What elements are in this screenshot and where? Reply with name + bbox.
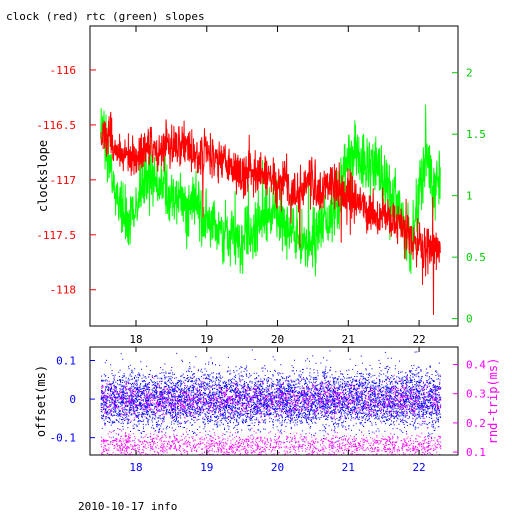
slopes-y-tick-label: -116.5: [36, 119, 76, 132]
offset-y-tick-label: -0.1: [50, 432, 77, 445]
slopes-series-layer: [100, 104, 441, 316]
slopes-x-tick-label: 20: [271, 333, 284, 346]
offset-x-ticks: 18 19 20 21 22: [129, 347, 426, 474]
offset-y-tick-label: 0.1: [56, 355, 76, 368]
slopes-panel: 18 19 20 21 22 -116 -116.5 -117 -117.5 -118 2 1.5…: [36, 25, 486, 346]
slopes-y2-tick-label: 0: [466, 313, 473, 326]
slopes-x-tick-label: 18: [129, 333, 142, 346]
rnd-trip-y2-tick-label: 0.1: [466, 446, 486, 459]
chart-title: clock (red) rtc (green) slopes: [6, 10, 205, 23]
slopes-plot-frame: [89, 25, 459, 327]
offset-x-tick-label: 20: [271, 461, 284, 474]
offset-panel: 18 19 20 21 22 0.1 0 -0.1 0.4 0.3 0.2 0.1 offset(…: [34, 346, 500, 474]
slopes-y2-tick-label: 2: [466, 67, 473, 80]
slopes-y-axis-label: clockslope: [36, 140, 50, 212]
clock-series-line: [100, 111, 441, 316]
footer-info: 2010-10-17 info: [78, 500, 177, 512]
offset-plot-frame: [89, 346, 459, 456]
slopes-x-tick-label: 19: [200, 333, 213, 346]
slopes-y-tick-label: -117.5: [36, 229, 76, 242]
rnd-trip-scatter-points: [100, 374, 442, 455]
offset-series-layer: [100, 349, 442, 455]
slopes-x-ticks: 18 19 20 21 22: [129, 26, 426, 346]
slopes-y-tick-label: -117: [50, 174, 77, 187]
slopes-y2-tick-label: 0.5: [466, 251, 486, 264]
rtc-series-line: [100, 104, 441, 277]
offset-x-tick-label: 18: [129, 461, 142, 474]
rnd-trip-y-axis-label: rnd-trip(ms): [486, 358, 500, 445]
slopes-y2-tick-label: 1.5: [466, 128, 486, 141]
slopes-y-ticks: -116 -116.5 -117 -117.5 -118: [36, 64, 96, 297]
slopes-y2-tick-label: 1: [466, 190, 473, 203]
rnd-trip-y2-tick-label: 0.2: [466, 417, 486, 430]
slopes-x-tick-label: 21: [342, 333, 355, 346]
slopes-y2-ticks: 2 1.5 1 0.5 0: [452, 67, 486, 326]
offset-x-tick-label: 21: [342, 461, 355, 474]
offset-y-axis-label: offset(ms): [34, 365, 48, 437]
offset-y-ticks: 0.1 0 -0.1: [50, 355, 95, 445]
slopes-x-tick-label: 22: [412, 333, 425, 346]
offset-y-tick-label: 0: [69, 393, 76, 406]
rnd-trip-y2-tick-label: 0.4: [466, 359, 486, 372]
offset-x-tick-label: 22: [412, 461, 425, 474]
offset-x-tick-label: 19: [200, 461, 213, 474]
rnd-trip-y2-tick-label: 0.3: [466, 388, 486, 401]
offset-y2-ticks: 0.4 0.3 0.2 0.1: [453, 359, 486, 459]
slopes-y-tick-label: -118: [50, 284, 77, 297]
slopes-y-tick-label: -116: [50, 64, 77, 77]
